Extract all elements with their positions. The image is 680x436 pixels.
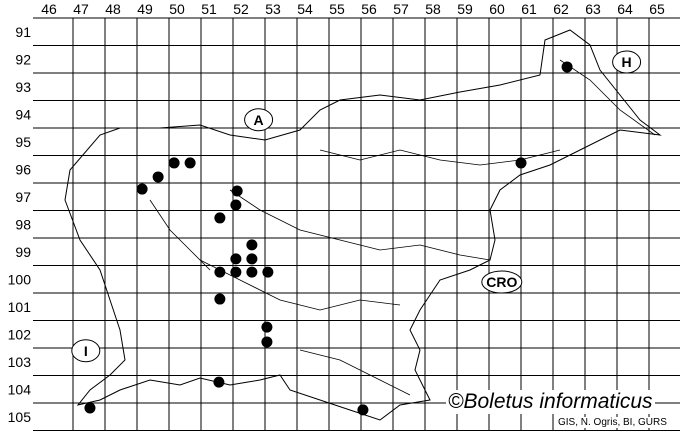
row-label: 91 [15,24,31,40]
country-border [64,29,662,421]
row-label: 99 [15,244,31,260]
record-dot [561,61,573,73]
row-label: 94 [15,106,31,122]
record-dot [246,253,258,265]
record-dot [261,321,273,333]
record-dot [230,199,242,211]
region-labels: A H CRO I [71,50,642,363]
column-label: 63 [585,1,601,17]
region-ellipse [612,50,642,74]
row-label: 104 [8,381,32,397]
region-label: I [84,343,88,359]
column-label: 52 [233,1,249,17]
region-label: A [254,112,264,128]
record-dot [84,402,96,414]
record-dot [357,404,369,416]
region-ellipse [481,270,523,294]
record-dot [213,376,225,388]
column-label: 57 [393,1,409,17]
row-label: 96 [15,161,31,177]
row-label: 103 [8,354,32,370]
record-dot [214,293,226,305]
record-dot [152,171,164,183]
column-label: 56 [361,1,377,17]
column-label: 64 [617,1,633,17]
grid [33,17,680,431]
record-dot [136,183,148,195]
rivers [149,59,656,396]
column-label: 65 [649,1,665,17]
column-label: 50 [169,1,185,17]
column-label: 48 [105,1,121,17]
record-dot [214,212,226,224]
row-label: 102 [8,326,32,342]
region-ellipse [244,108,274,132]
record-dot [230,253,242,265]
column-label: 59 [457,1,473,17]
record-dot [184,157,196,169]
region-label: CRO [486,274,517,290]
row-label: 100 [8,271,32,287]
row-label: 101 [8,299,32,315]
record-dot [246,239,258,251]
column-label: 58 [425,1,441,17]
column-label: 47 [73,1,89,17]
record-dot [262,266,274,278]
record-dot [230,266,242,278]
column-label: 49 [137,1,153,17]
column-label: 53 [265,1,281,17]
region-label: H [622,54,632,70]
column-label: 54 [297,1,313,17]
row-label: 92 [15,51,31,67]
column-label: 46 [41,1,57,17]
row-label: 97 [15,189,31,205]
row-label: 98 [15,216,31,232]
row-label: 93 [15,79,31,95]
copyright-text: ©Boletus informaticus [446,390,655,414]
column-label: 55 [329,1,345,17]
record-dot [515,157,527,169]
column-label: 51 [201,1,217,17]
column-label: 61 [521,1,537,17]
column-label: 62 [553,1,569,17]
record-dot [246,266,258,278]
record-dot [261,336,273,348]
record-dot [168,157,180,169]
row-label: 105 [8,409,32,425]
row-label: 95 [15,134,31,150]
records [84,61,573,416]
region-ellipse [71,339,101,363]
record-dot [231,185,243,197]
column-label: 60 [489,1,505,17]
credit-text: GIS, N. Ogris, BI, GURS [556,417,669,428]
record-dot [214,266,226,278]
axis-labels: 46 47 48 49 50 51 52 53 54 55 56 57 58 59 60 61 62 63 64 65… [8,1,665,425]
